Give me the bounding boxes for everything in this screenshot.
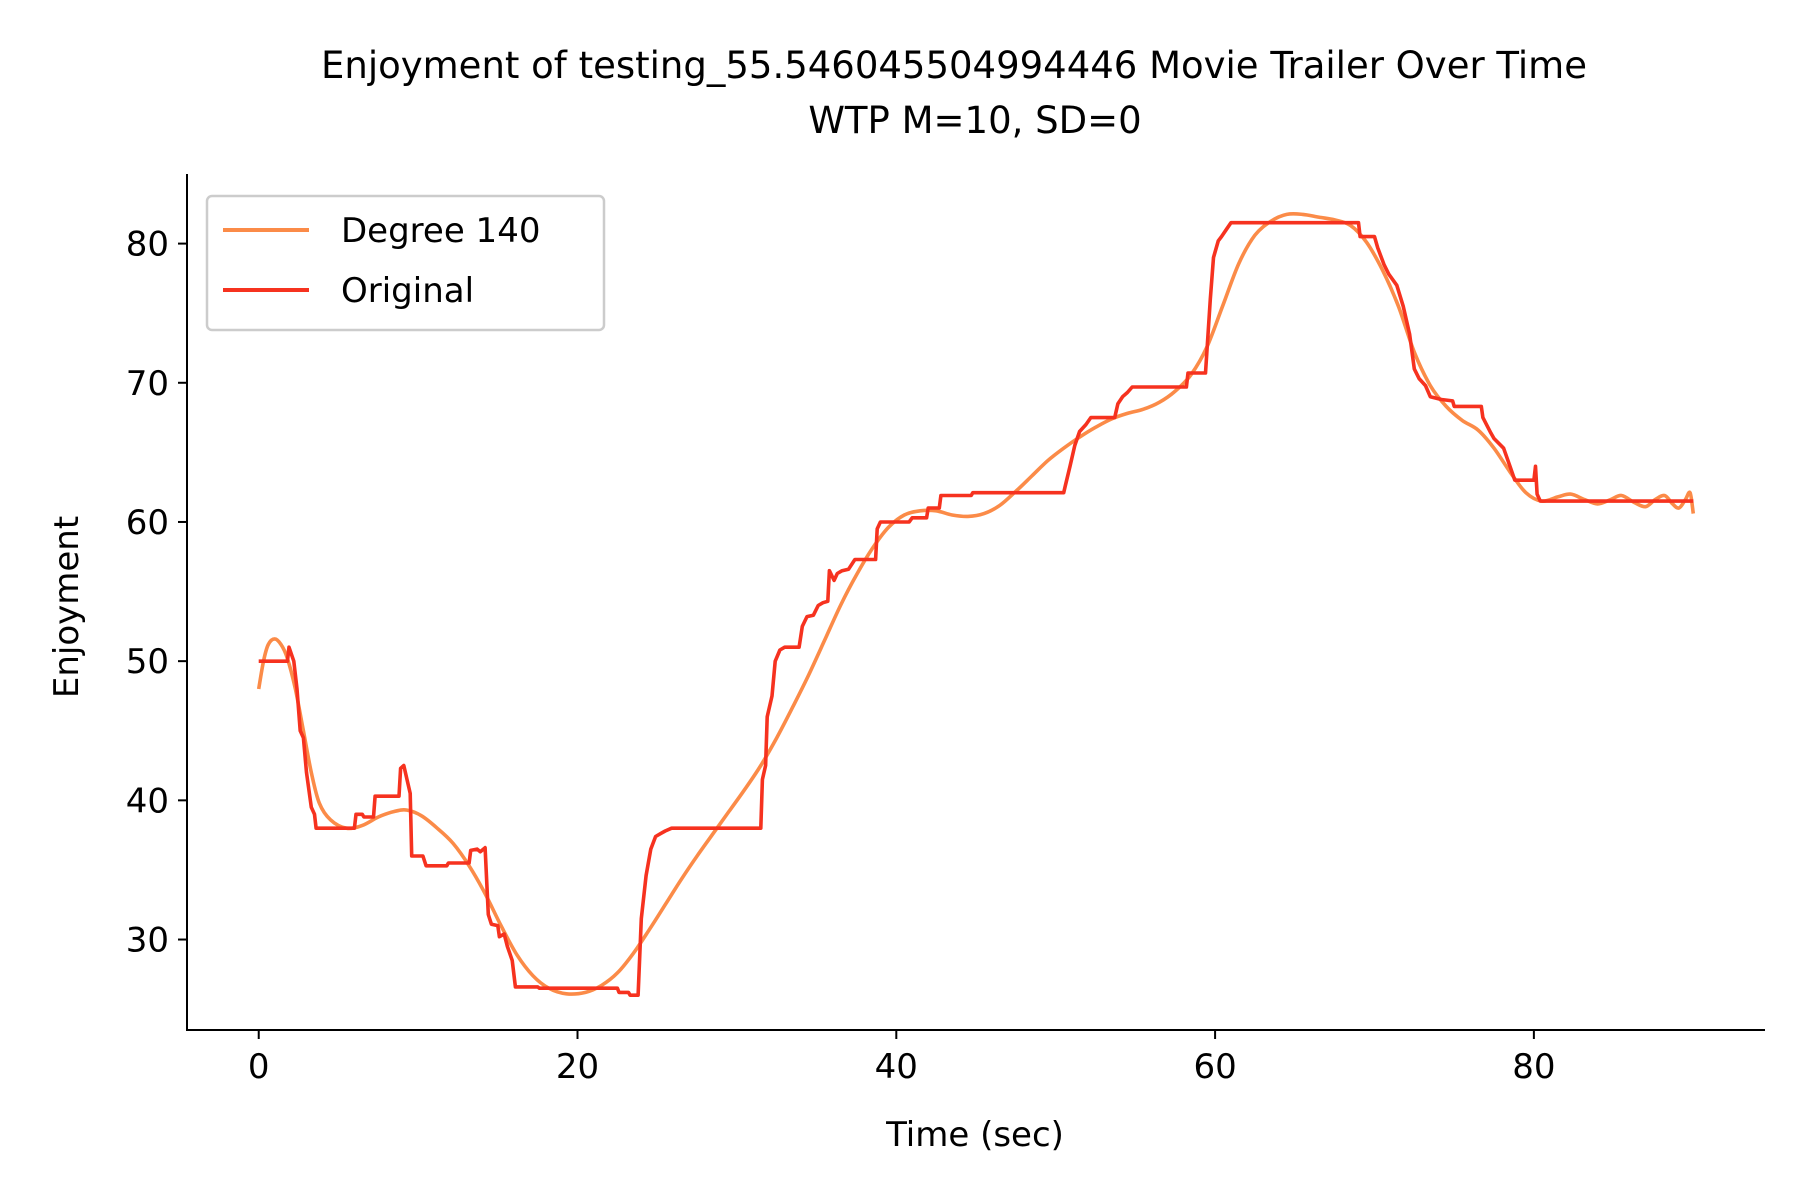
legend-label-degree-140: Degree 140 [341, 211, 540, 251]
x-tick-label: 40 [875, 1047, 918, 1087]
x-tick-label: 0 [248, 1047, 270, 1087]
y-tick-label: 60 [126, 503, 169, 543]
legend: Degree 140 Original [205, 194, 606, 332]
y-axis-label: Enjoyment [47, 516, 87, 698]
series-line-original [258, 220, 1694, 997]
y-tick-label: 50 [126, 642, 169, 682]
x-ticks: 0 20 40 60 80 [248, 1030, 1556, 1087]
chart-title: Enjoyment of testing_55.546045504994446 … [321, 44, 1587, 87]
y-tick-label: 80 [126, 225, 169, 265]
x-axis-label: Time (sec) [885, 1115, 1064, 1155]
y-tick-label: 40 [126, 781, 169, 821]
y-tick-label: 70 [126, 364, 169, 404]
legend-label-original: Original [341, 271, 474, 311]
x-tick-label: 80 [1512, 1047, 1555, 1087]
x-tick-label: 60 [1193, 1047, 1236, 1087]
y-ticks: 30 40 50 60 70 80 [126, 225, 187, 961]
chart-subtitle: WTP M=10, SD=0 [808, 99, 1141, 142]
y-tick-label: 30 [126, 921, 169, 961]
series-layer [256, 211, 1696, 997]
x-tick-label: 20 [556, 1047, 599, 1087]
